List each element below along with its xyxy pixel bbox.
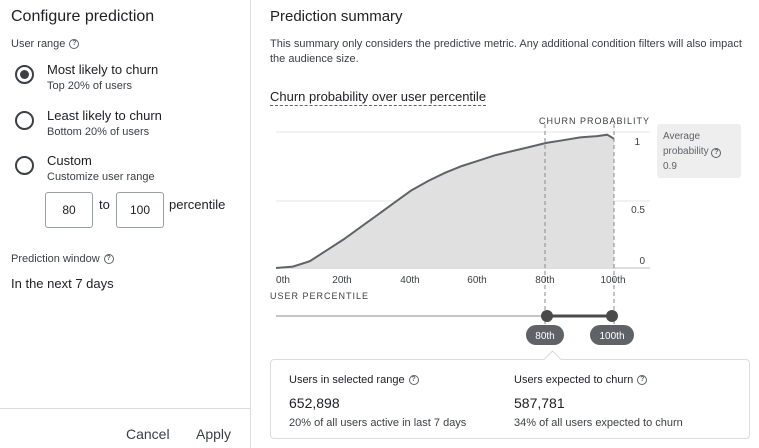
y-tick-05: 0.5 <box>631 205 645 216</box>
slider-start-badge <box>526 325 564 345</box>
radio-checked-icon[interactable] <box>15 65 34 84</box>
summary-title: Prediction summary <box>270 8 403 25</box>
average-probability-box: Average probability ? 0.9 <box>657 124 741 178</box>
help-icon[interactable]: ? <box>408 375 419 385</box>
panel-footer: Cancel Apply <box>0 408 251 448</box>
slider-start-label: 80th <box>535 331 554 342</box>
x-tick-0: 0th <box>276 275 290 286</box>
x-axis-title: USER PERCENTILE <box>270 291 369 301</box>
stat-expected-note: 34% of all users expected to churn <box>514 417 683 429</box>
x-tick-20: 20th <box>332 275 351 286</box>
churn-chart: CHURN PROBABILITY 1 0.5 0 0th 20th 40th … <box>270 116 650 345</box>
user-range-text: User range <box>11 38 66 50</box>
radio-most-likely[interactable]: Most likely to churn Top 20% of users <box>15 62 158 93</box>
stat-expected-label: Users expected to churn <box>514 374 634 386</box>
prediction-window-value[interactable]: In the next 7 days <box>11 276 114 291</box>
to-label: to <box>99 197 110 212</box>
percentile-label: percentile <box>169 197 226 212</box>
stat-selected-label: Users in selected range <box>289 374 405 386</box>
radio-most-likely-label: Most likely to churn <box>47 62 159 77</box>
stats-card: Users in selected range ? 652,898 20% of… <box>270 359 750 439</box>
y-tick-0: 0 <box>639 256 645 267</box>
average-probability-value: 0.9 <box>663 161 677 172</box>
percentile-to-input[interactable]: 100 <box>116 192 164 228</box>
radio-least-likely[interactable]: Least likely to churn Bottom 20% of user… <box>15 108 162 139</box>
radio-custom-sub: Customize user range <box>47 171 155 183</box>
y-axis-title: CHURN PROBABILITY <box>539 116 650 126</box>
slider-end-badge <box>590 325 634 345</box>
radio-most-likely-sub: Top 20% of users <box>47 80 132 92</box>
stat-selected-range: Users in selected range ? 652,898 20% of… <box>289 374 466 429</box>
radio-unchecked-icon[interactable] <box>15 156 34 175</box>
stat-expected-churn: Users expected to churn ? 587,781 34% of… <box>514 374 683 429</box>
average-probability-label: Average probability ? <box>663 129 735 159</box>
slider-start-handle[interactable] <box>541 310 553 322</box>
x-tick-100: 100th <box>600 275 625 286</box>
stat-expected-value: 587,781 <box>514 395 565 411</box>
configure-panel: Configure prediction User range ? Most l… <box>0 0 251 448</box>
x-tick-40: 40th <box>400 275 419 286</box>
radio-custom-label: Custom <box>47 153 92 168</box>
prediction-window-text: Prediction window <box>11 253 100 265</box>
churn-line <box>275 133 615 269</box>
apply-button[interactable]: Apply <box>196 426 232 442</box>
summary-description: This summary only considers the predicti… <box>270 38 742 65</box>
radio-least-likely-label: Least likely to churn <box>47 108 162 123</box>
help-icon[interactable]: ? <box>637 375 648 385</box>
radio-unchecked-icon[interactable] <box>15 111 34 130</box>
prediction-window-label: Prediction window ? <box>11 253 114 265</box>
user-range-label: User range ? <box>11 38 80 50</box>
slider-end-handle[interactable] <box>606 310 618 322</box>
percentile-from-input[interactable]: 80 <box>45 192 93 228</box>
stat-selected-note: 20% of all users active in last 7 days <box>289 417 467 429</box>
radio-least-likely-sub: Bottom 20% of users <box>47 126 150 138</box>
stat-selected-value: 652,898 <box>289 395 340 411</box>
cancel-button[interactable]: Cancel <box>126 426 170 442</box>
churn-area <box>276 134 614 268</box>
configure-title: Configure prediction <box>11 8 155 25</box>
help-icon[interactable]: ? <box>103 254 114 264</box>
x-tick-80: 80th <box>535 275 554 286</box>
help-icon[interactable]: ? <box>69 39 80 49</box>
summary-panel: Prediction summary This summary only con… <box>252 0 759 448</box>
chart-title: Churn probability over user percentile <box>270 89 487 106</box>
average-probability-text: Average probability <box>663 131 709 157</box>
x-tick-60: 60th <box>467 275 486 286</box>
y-tick-1: 1 <box>634 137 640 148</box>
help-icon[interactable]: ? <box>711 148 722 158</box>
slider-end-label: 100th <box>599 331 624 342</box>
radio-custom[interactable]: Custom Customize user range <box>15 153 155 184</box>
